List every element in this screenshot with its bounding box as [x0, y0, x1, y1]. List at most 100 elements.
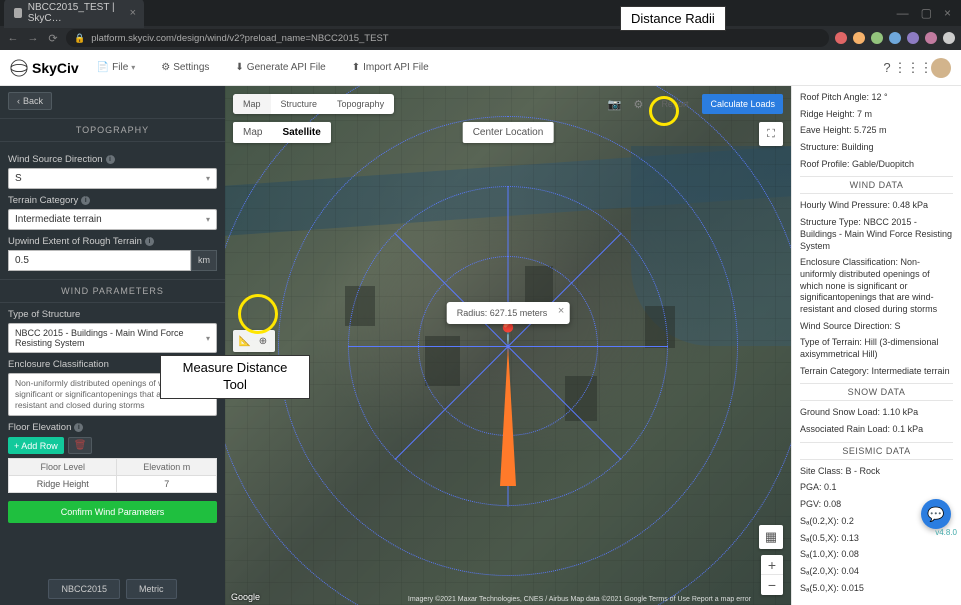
chat-bubble-icon[interactable]: 💬 [921, 499, 951, 529]
settings-button[interactable]: ⚙ Settings [153, 58, 217, 77]
logo-text: SkyCiv [32, 60, 79, 76]
extension-icon[interactable] [889, 32, 901, 44]
wind-direction-label: Wind Source Directioni [8, 154, 217, 165]
upwind-unit: km [191, 250, 217, 271]
table-row[interactable]: 7 [117, 476, 217, 493]
maximize-icon[interactable]: ▢ [921, 6, 932, 20]
result-line: Enclosure Classification: Non-uniformly … [800, 257, 953, 315]
logo-icon [10, 59, 28, 77]
nav-back-icon[interactable]: ← [6, 32, 20, 44]
wind-params-section-title: WIND PARAMETERS [0, 279, 225, 303]
floor-elevation-label: Floor Elevationi [8, 422, 217, 433]
target-icon[interactable]: ⊕ [256, 334, 270, 348]
user-avatar[interactable] [931, 58, 951, 78]
table-row[interactable]: Ridge Height [9, 476, 117, 493]
extension-icon[interactable] [853, 32, 865, 44]
result-line: Sₐ(2.0,X): 0.04 [800, 566, 953, 578]
tab-title: NBCC2015_TEST | SkyC… [28, 2, 124, 24]
floor-elevation-table: Floor LevelElevation m Ridge Height7 [8, 458, 217, 493]
enclosure-select[interactable]: Non-uniformly distributed openings of wh… [8, 373, 217, 416]
logo[interactable]: SkyCiv [10, 59, 79, 77]
result-line: Terrain Category: Intermediate terrain [800, 366, 953, 378]
unit-selector[interactable]: Metric [126, 579, 177, 599]
result-line: PGA: 0.1 [800, 482, 953, 494]
zoom-in-icon[interactable]: + [761, 555, 783, 575]
upwind-extent-input[interactable]: 0.5 [8, 250, 191, 271]
delete-row-button[interactable]: 🗑 [68, 437, 93, 454]
add-row-button[interactable]: + Add Row [8, 437, 64, 454]
tab-structure[interactable]: Structure [271, 94, 328, 114]
confirm-wind-params-button[interactable]: Confirm Wind Parameters [8, 501, 217, 523]
terrain-category-label: Terrain Categoryi [8, 195, 217, 206]
generate-api-button[interactable]: ⬇ Generate API File [227, 58, 333, 77]
radius-popup: Radius: 627.15 meters × [447, 302, 570, 324]
result-line: Wind Source Direction: S [800, 321, 953, 333]
extension-icon[interactable] [835, 32, 847, 44]
enclosure-label: Enclosure Classification [8, 359, 217, 370]
gear-icon[interactable]: ⚙ [629, 95, 647, 113]
snow-data-header: SNOW DATA [800, 383, 953, 401]
code-selector[interactable]: NBCC2015 [48, 579, 120, 599]
extension-icon[interactable] [943, 32, 955, 44]
maptype-map[interactable]: Map [233, 122, 272, 143]
info-icon[interactable]: i [106, 155, 115, 164]
nav-reload-icon[interactable]: ⟳ [46, 32, 60, 45]
report-button[interactable]: Report [653, 95, 696, 113]
seismic-data-header: SEISMIC DATA [800, 442, 953, 460]
result-line: Structure: Building [800, 142, 953, 154]
version-label: v4.8.0 [935, 528, 957, 537]
fullscreen-icon[interactable]: ⛶ [759, 122, 783, 146]
extension-icon[interactable] [871, 32, 883, 44]
direction-arrow-icon [500, 346, 516, 486]
structure-type-select[interactable]: NBCC 2015 - Buildings - Main Wind Force … [8, 323, 217, 353]
import-api-button[interactable]: ⬆ Import API File [344, 58, 437, 77]
apps-icon[interactable]: ⋮⋮⋮ [905, 60, 921, 76]
address-bar: ← → ⟳ 🔒 platform.skyciv.com/design/wind/… [0, 26, 961, 50]
maptype-satellite[interactable]: Satellite [272, 122, 330, 143]
calculate-loads-button[interactable]: Calculate Loads [702, 94, 783, 114]
tab-topography[interactable]: Topography [327, 94, 394, 114]
result-line: Ridge Height: 7 m [800, 109, 953, 121]
result-line: Ground Snow Load: 1.10 kPa [800, 407, 953, 419]
popup-close-icon[interactable]: × [558, 305, 564, 317]
back-button[interactable]: ‹ Back [8, 92, 52, 110]
result-line: Structure Type: NBCC 2015 - Buildings - … [800, 217, 953, 252]
map-panel[interactable]: 📍 Map Structure Topography 📷 ⚙ Report Ca… [225, 86, 791, 605]
result-line: Roof Profile: Gable/Duopitch [800, 159, 953, 171]
map-type-switch: Map Satellite [233, 122, 331, 143]
url-box[interactable]: 🔒 platform.skyciv.com/design/wind/v2?pre… [66, 29, 829, 47]
wind-direction-select[interactable]: S▾ [8, 168, 217, 189]
result-line: Roof Pitch Angle: 12 ° [800, 92, 953, 104]
ruler-icon[interactable]: 📐 [238, 334, 252, 348]
info-icon[interactable]: i [81, 196, 90, 205]
terrain-category-select[interactable]: Intermediate terrain▾ [8, 209, 217, 230]
result-line: Site Class: B - Rock [800, 466, 953, 478]
extension-icon[interactable] [925, 32, 937, 44]
browser-tab-bar: NBCC2015_TEST | SkyC… × — ▢ × [0, 0, 961, 26]
result-line: Associated Rain Load: 0.1 kPa [800, 424, 953, 436]
nav-fwd-icon[interactable]: → [26, 32, 40, 44]
extension-icon[interactable] [907, 32, 919, 44]
panel-tabs: Map Structure Topography [233, 94, 394, 114]
result-line: Eave Height: 5.725 m [800, 125, 953, 137]
window-controls: — ▢ × [897, 6, 957, 20]
tab-map[interactable]: Map [233, 94, 271, 114]
info-icon[interactable]: i [74, 423, 83, 432]
layers-icon[interactable]: ▦ [759, 525, 783, 549]
left-sidebar: ‹ Back TOPOGRAPHY Wind Source Directioni… [0, 86, 225, 605]
result-line: Sₐ(5.0,X): 0.015 [800, 583, 953, 595]
info-icon[interactable]: i [145, 237, 154, 246]
close-window-icon[interactable]: × [944, 6, 951, 20]
minimize-icon[interactable]: — [897, 6, 909, 20]
browser-tab[interactable]: NBCC2015_TEST | SkyC… × [4, 0, 144, 28]
extension-icons [835, 32, 955, 44]
camera-icon[interactable]: 📷 [605, 95, 623, 113]
result-line: Sₐ(0.5,X): 0.13 [800, 533, 953, 545]
lock-icon: 🔒 [74, 33, 85, 44]
tab-close-icon[interactable]: × [130, 7, 136, 19]
center-location-button[interactable]: Center Location [463, 122, 554, 143]
topography-section-title: TOPOGRAPHY [0, 118, 225, 142]
file-menu[interactable]: 📄 File▾ [89, 58, 144, 77]
result-line: Hourly Wind Pressure: 0.48 kPa [800, 200, 953, 212]
zoom-out-icon[interactable]: − [761, 575, 783, 595]
